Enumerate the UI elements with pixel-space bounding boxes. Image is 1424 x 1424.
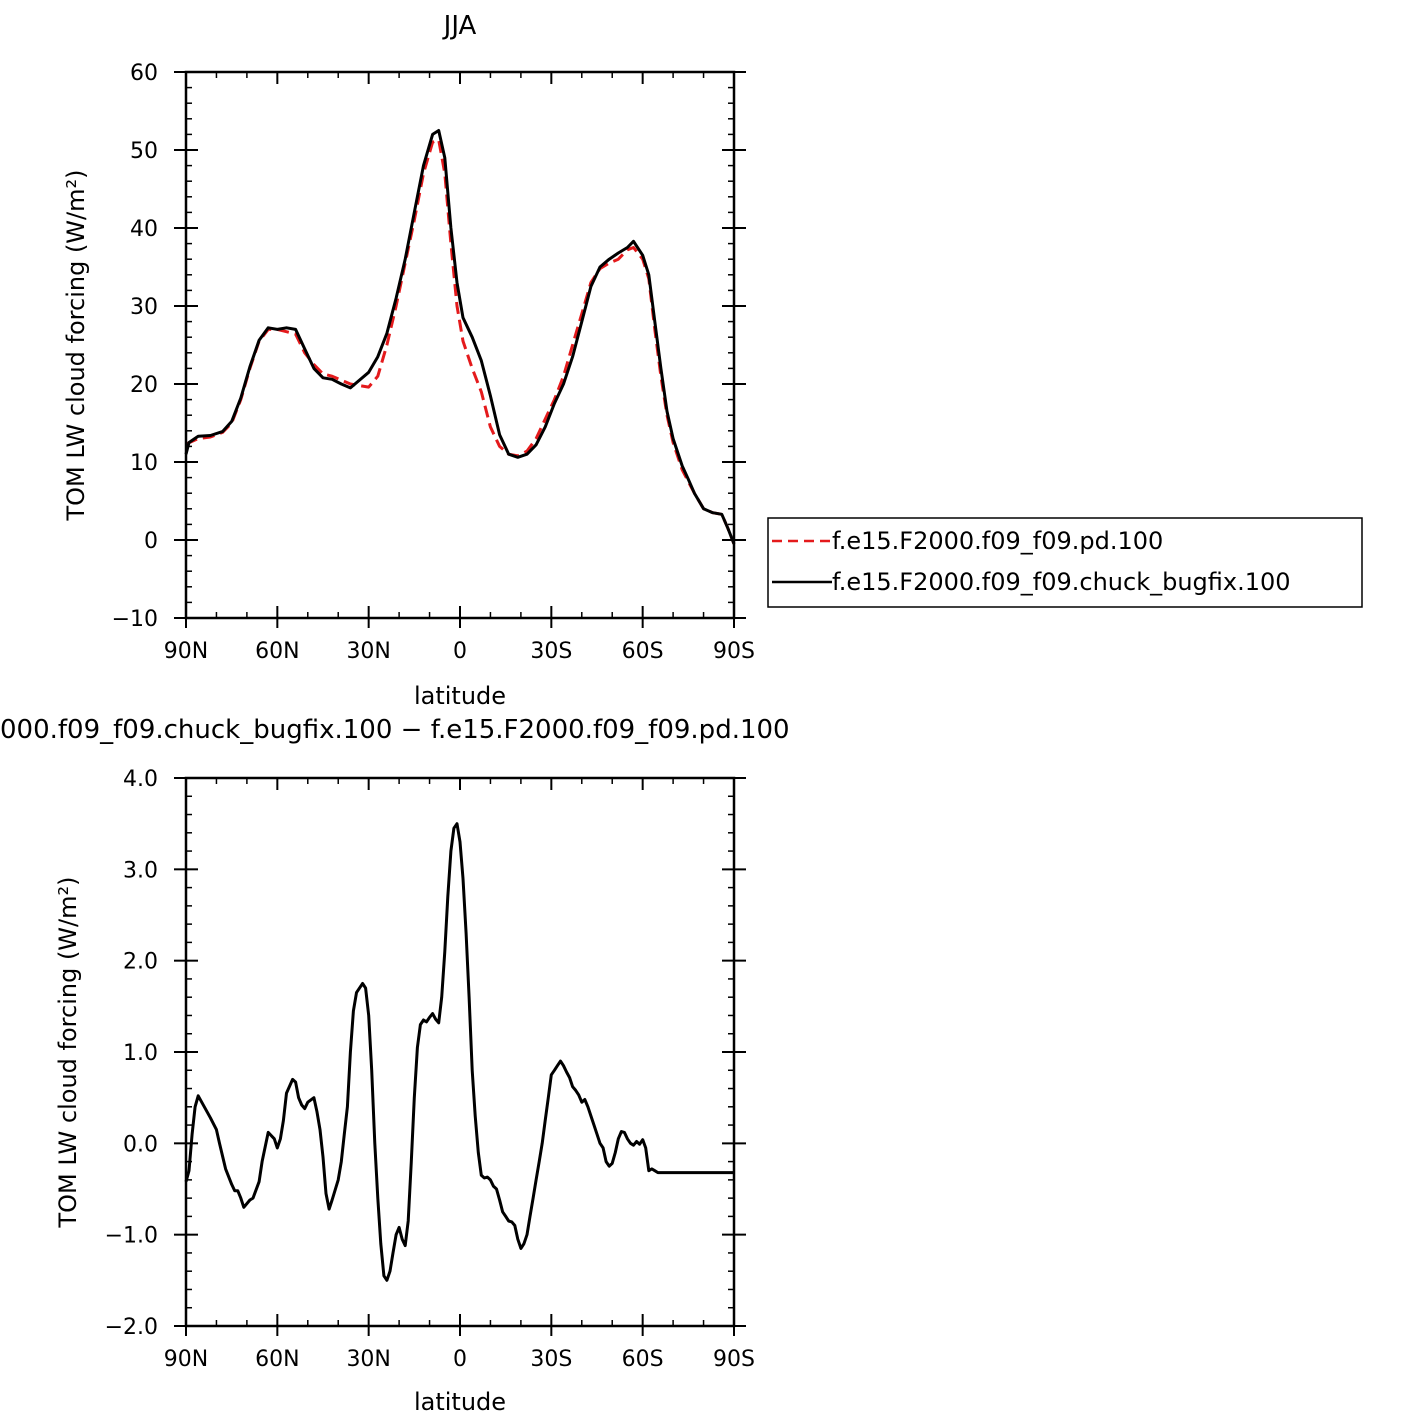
bottom-y-axis-label: TOM LW cloud forcing (W/m²) — [54, 877, 82, 1229]
top-y-tick-label: 0 — [144, 529, 158, 554]
bottom-series-line-0 — [184, 822, 734, 1282]
legend: f.e15.F2000.f09_f09.pd.100 f.e15.F2000.f… — [767, 517, 1363, 608]
bottom-x-tick-label: 90N — [164, 1347, 208, 1372]
top-y-tick-label: 50 — [130, 139, 158, 164]
legend-label-bugfix: f.e15.F2000.f09_f09.chuck_bugfix.100 — [832, 568, 1291, 596]
bottom-y-tick-label: 1.0 — [123, 1041, 158, 1066]
top-x-tick-label: 30S — [530, 639, 572, 664]
bottom-x-tick-label: 90S — [713, 1347, 755, 1372]
bottom-chart: 000.f09_f09.chuck_bugfix.100 − f.e15.F20… — [0, 715, 790, 1416]
bottom-y-tick-label: 2.0 — [123, 950, 158, 975]
top-x-tick-label: 60N — [255, 639, 299, 664]
bottom-y-tick-label: −1.0 — [105, 1224, 158, 1249]
top-series-line-1 — [184, 129, 736, 545]
top-x-tick-label: 0 — [453, 639, 467, 664]
bottom-y-tick-label: 4.0 — [123, 767, 158, 792]
top-series-line-0 — [185, 138, 736, 545]
top-y-tick-label: −10 — [112, 607, 158, 632]
top-y-tick-label: 40 — [130, 217, 158, 242]
legend-box — [767, 517, 1363, 608]
bottom-x-tick-label: 30S — [530, 1347, 572, 1372]
bottom-x-tick-label: 60N — [255, 1347, 299, 1372]
top-chart-title: JJA — [442, 11, 477, 41]
bottom-y-tick-label: 3.0 — [123, 858, 158, 883]
top-chart: JJA 90N 60N 30N 0 30S 60S 90S−100102030405060 … — [62, 11, 755, 710]
top-plot-frame — [184, 70, 736, 620]
top-y-tick-label: 60 — [130, 61, 158, 86]
bottom-x-tick-label: 30N — [346, 1347, 390, 1372]
top-x-tick-label: 60S — [622, 639, 664, 664]
top-y-tick-label: 10 — [130, 451, 158, 476]
bottom-chart-title: 000.f09_f09.chuck_bugfix.100 − f.e15.F20… — [0, 715, 790, 745]
top-y-axis-label: TOM LW cloud forcing (W/m²) — [62, 170, 90, 522]
top-x-tick-label: 30N — [346, 639, 390, 664]
top-x-tick-label: 90N — [164, 639, 208, 664]
top-y-tick-label: 30 — [130, 295, 158, 320]
bottom-x-axis-label: latitude — [414, 1388, 506, 1416]
bottom-x-tick-label: 60S — [622, 1347, 664, 1372]
top-y-tick-label: 20 — [130, 373, 158, 398]
top-x-tick-label: 90S — [713, 639, 755, 664]
bottom-y-tick-label: 0.0 — [123, 1132, 158, 1157]
top-x-axis-label: latitude — [414, 682, 506, 710]
legend-label-pd: f.e15.F2000.f09_f09.pd.100 — [832, 527, 1163, 555]
bottom-y-tick-label: −2.0 — [105, 1315, 158, 1340]
bottom-x-tick-label: 0 — [453, 1347, 467, 1372]
